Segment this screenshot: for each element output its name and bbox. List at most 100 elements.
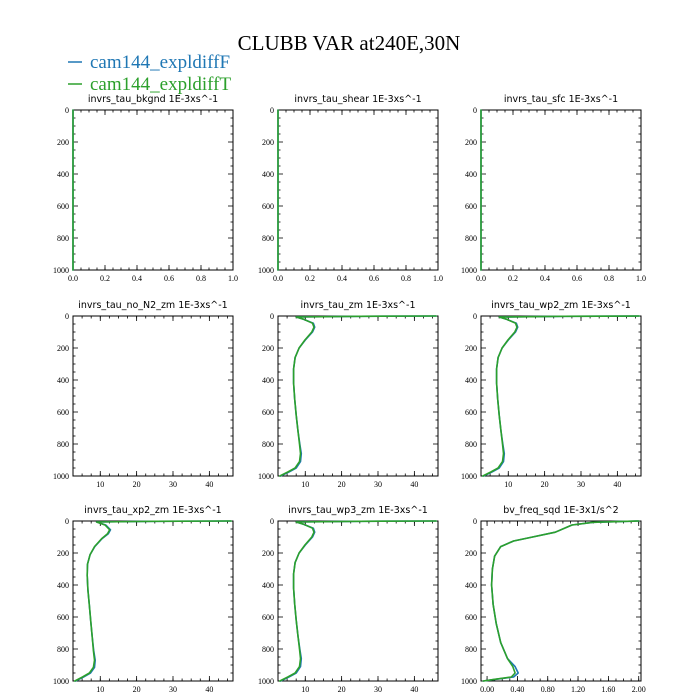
panel-7: invrs_tau_xp2_zm 1E-3xs^-1 0 200 400 600 800 1…: [53, 505, 234, 694]
panels: invrs_tau_bkgnd 1E-3xs^-1020040060080010…: [53, 94, 646, 694]
y-tick-label: 800: [262, 440, 274, 449]
x-tick-label: 2.00: [632, 685, 646, 694]
y-tick-label: 1000: [258, 266, 274, 275]
y-tick-label: 0: [270, 517, 274, 526]
x-tick-label: 1.0: [433, 274, 443, 283]
panel-4: invrs_tau_no_N2_zm 1E-3xs^-1 0 200 400 600 80…: [53, 300, 234, 489]
y-tick-label: 800: [465, 440, 477, 449]
y-tick-label: 600: [465, 202, 477, 211]
x-tick-label: 0.8: [604, 274, 614, 283]
x-tick-label: 0.8: [196, 274, 206, 283]
panel-title: invrs_tau_wp3_zm 1E-3xs^-1: [288, 505, 428, 516]
x-tick-label: 10: [96, 685, 104, 694]
x-tick-label: 0.6: [572, 274, 582, 283]
panel-title: invrs_tau_shear 1E-3xs^-1: [294, 94, 421, 105]
panel-title: invrs_tau_zm 1E-3xs^-1: [301, 300, 416, 311]
x-tick-label: 40: [613, 480, 621, 489]
y-tick-label: 800: [465, 234, 477, 243]
x-tick-label: 0.80: [541, 685, 555, 694]
x-tick-label: 20: [541, 480, 549, 489]
x-tick-label: 0.2: [100, 274, 110, 283]
series-line-2: [278, 520, 438, 682]
y-tick-label: 600: [262, 202, 274, 211]
x-tick-label: 0.40: [510, 685, 524, 694]
x-tick-label: 1.20: [571, 685, 585, 694]
series-line-2: [481, 315, 641, 477]
x-tick-label: 0.6: [164, 274, 174, 283]
x-tick-label: 40: [410, 480, 418, 489]
y-tick-label: 0: [65, 312, 69, 321]
series-line-2: [278, 315, 438, 477]
y-tick-label: 400: [262, 376, 274, 385]
panel-title: invrs_tau_no_N2_zm 1E-3xs^-1: [78, 300, 227, 311]
figure-title: CLUBB VAR at240E,30N: [238, 31, 461, 55]
panel-title: invrs_tau_sfc 1E-3xs^-1: [504, 94, 618, 105]
x-tick-label: 0.0: [68, 274, 78, 283]
legend-label-1: cam144_expldiffT: [90, 74, 231, 95]
panel-title: bv_freq_sqd 1E-3x1/s^2: [503, 505, 618, 516]
x-tick-label: 30: [374, 480, 382, 489]
y-tick-label: 400: [465, 376, 477, 385]
y-tick-label: 1000: [53, 266, 69, 275]
x-tick-label: 30: [169, 480, 177, 489]
x-tick-label: 0.6: [369, 274, 379, 283]
panel-title: invrs_tau_wp2_zm 1E-3xs^-1: [491, 300, 631, 311]
plot-frame: [277, 109, 439, 271]
y-tick-label: 1000: [258, 472, 274, 481]
panel-3: invrs_tau_sfc 1E-3xs^-1 0 200 400 600 800 1000…: [461, 94, 646, 283]
y-tick-label: 800: [262, 234, 274, 243]
x-tick-label: 30: [577, 480, 585, 489]
y-tick-label: 400: [262, 170, 274, 179]
y-tick-label: 0: [65, 106, 69, 115]
y-tick-label: 0: [473, 517, 477, 526]
y-tick-label: 800: [57, 440, 69, 449]
plot-frame: [72, 315, 234, 477]
y-tick-label: 400: [262, 581, 274, 590]
y-tick-label: 1000: [258, 677, 274, 686]
x-tick-label: 0.2: [305, 274, 315, 283]
y-tick-label: 600: [465, 408, 477, 417]
panel-title: invrs_tau_bkgnd 1E-3xs^-1: [88, 94, 218, 105]
plot-frame: [277, 315, 439, 477]
y-tick-label: 600: [57, 202, 69, 211]
legend-label-0: cam144_expldiffF: [90, 52, 230, 73]
y-tick-label: 1000: [461, 266, 477, 275]
y-tick-label: 400: [465, 170, 477, 179]
x-tick-label: 1.0: [228, 274, 238, 283]
panel-2: invrs_tau_shear 1E-3xs^-1 0 200 400 600 800 10…: [258, 94, 443, 283]
x-tick-label: 10: [96, 480, 104, 489]
x-tick-label: 10: [301, 685, 309, 694]
x-tick-label: 20: [133, 480, 141, 489]
y-tick-label: 0: [270, 312, 274, 321]
x-tick-label: 20: [338, 480, 346, 489]
x-tick-label: 0.0: [476, 274, 486, 283]
panel-title: invrs_tau_xp2_zm 1E-3xs^-1: [84, 505, 221, 516]
y-tick-label: 600: [465, 613, 477, 622]
series-line-1: [279, 315, 438, 477]
x-tick-label: 0.4: [132, 274, 142, 283]
plot-frame: [480, 315, 642, 477]
x-tick-label: 30: [169, 685, 177, 694]
x-tick-label: 0.00: [480, 685, 494, 694]
x-tick-label: 40: [410, 685, 418, 694]
y-tick-label: 800: [262, 645, 274, 654]
series-line-2: [74, 520, 232, 682]
panel-1: invrs_tau_bkgnd 1E-3xs^-1 0 200 400 600 800 10…: [53, 94, 238, 283]
y-tick-label: 400: [465, 581, 477, 590]
x-tick-label: 30: [374, 685, 382, 694]
y-tick-label: 200: [262, 549, 274, 558]
y-tick-label: 600: [57, 613, 69, 622]
y-tick-label: 200: [262, 344, 274, 353]
plot-frame: [277, 520, 439, 682]
x-tick-label: 0.4: [540, 274, 550, 283]
x-tick-label: 0.4: [337, 274, 347, 283]
y-tick-label: 400: [57, 376, 69, 385]
y-tick-label: 1000: [53, 677, 69, 686]
y-tick-label: 400: [57, 581, 69, 590]
y-tick-label: 200: [57, 138, 69, 147]
x-tick-label: 10: [301, 480, 309, 489]
x-tick-label: 40: [205, 480, 213, 489]
y-tick-label: 400: [57, 170, 69, 179]
y-tick-label: 0: [473, 106, 477, 115]
y-tick-label: 200: [262, 138, 274, 147]
